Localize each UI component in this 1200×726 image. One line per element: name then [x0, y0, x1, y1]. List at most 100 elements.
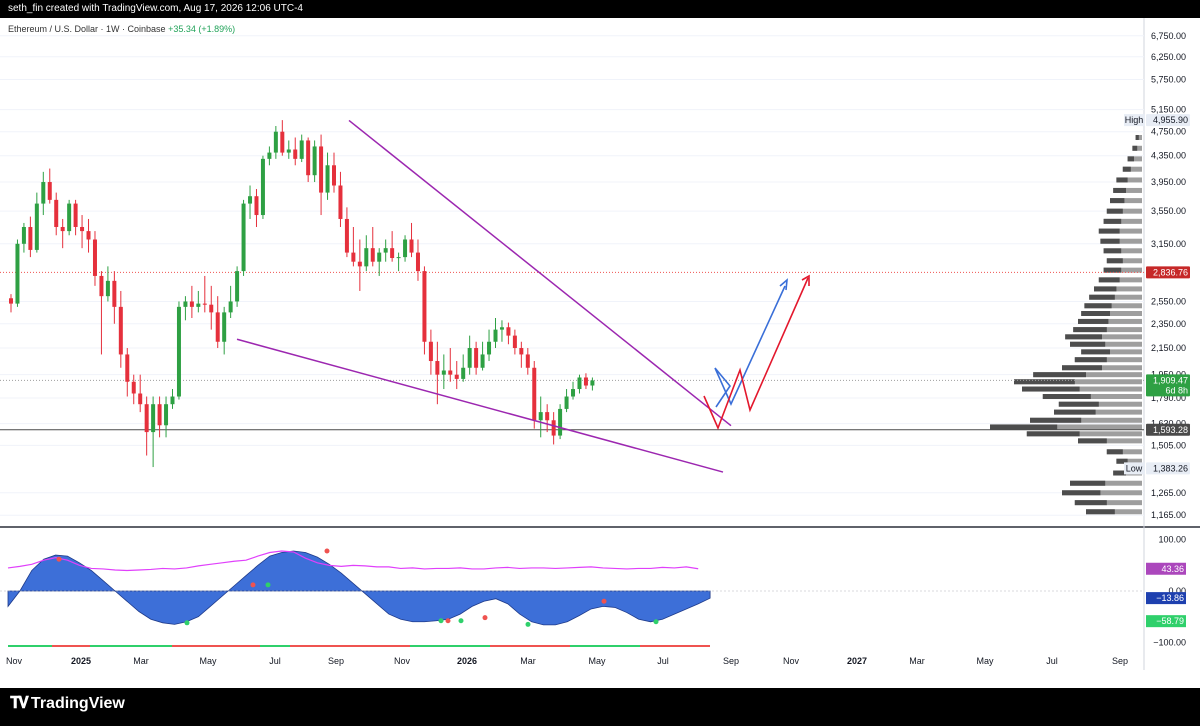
volume-profile-bar-dark [1074, 500, 1107, 506]
candle-body [73, 203, 78, 227]
candle-body [222, 312, 227, 342]
oscillator-trend-bar [570, 645, 640, 647]
oscillator-badge [1146, 615, 1186, 628]
price-tick-label: 1,790.00 [1151, 393, 1186, 403]
price-tick-label: 6,250.00 [1151, 52, 1186, 62]
price-badge [1146, 114, 1190, 127]
volume-profile-bar [1089, 294, 1142, 300]
price-badge-value: 1,909.47 [1153, 375, 1188, 385]
volume-profile-bar [1122, 166, 1142, 172]
volume-profile-bar-dark [1100, 238, 1120, 244]
price-badge-label: Low [1126, 463, 1143, 473]
candle-body [487, 341, 492, 355]
tradingview-brand[interactable]: 𝐓𝐕 TradingView [10, 695, 125, 713]
candle-body [248, 196, 253, 204]
volume-profile-bar-dark [1098, 228, 1120, 234]
volume-profile-bar-dark [1106, 449, 1123, 455]
candle-body [525, 354, 530, 368]
candle-body [260, 158, 265, 216]
candle-body [396, 257, 401, 259]
volume-profile-bar [1042, 394, 1142, 400]
candle-body [164, 404, 169, 426]
price-tick-label: 1,630.00 [1151, 419, 1186, 429]
candle-body [176, 306, 181, 397]
oscillator-signal-dot [445, 618, 451, 624]
volume-profile-bar-dark [1135, 135, 1139, 141]
candle-body [80, 226, 85, 232]
oscillator-trend-bar [90, 645, 172, 647]
price-tick-label: 3,950.00 [1151, 177, 1186, 187]
time-tick-label: May [588, 656, 606, 666]
oscillator-tick-label: −100.00 [1153, 637, 1186, 647]
volume-profile-bar [1033, 372, 1142, 378]
candle-body [422, 271, 427, 342]
volume-profile-bar-dark [1098, 277, 1120, 283]
volume-profile-bar-dark [1113, 187, 1126, 193]
oscillator-signal-line [7, 550, 699, 572]
candle-body [47, 182, 52, 200]
volume-profile-bar-dark [1103, 267, 1122, 273]
volume-profile-bar-dark [1116, 177, 1128, 183]
volume-profile-bar [1030, 417, 1142, 423]
candle-body [99, 275, 104, 297]
volume-profile-bar-dark [1062, 365, 1102, 371]
candle-body [138, 393, 143, 405]
volume-profile-bar-dark [1110, 198, 1125, 204]
candle-body [577, 377, 582, 390]
volume-profile-bar [1094, 286, 1142, 292]
price-tick-label: 6,750.00 [1151, 31, 1186, 41]
candle-body [157, 404, 162, 426]
volume-profile-bar [1084, 303, 1142, 309]
candle-body [519, 348, 524, 355]
volume-profile-bar [1070, 480, 1142, 486]
projection-arrow-red [801, 274, 810, 286]
candle-body [538, 412, 543, 421]
volume-profile-bar [1103, 248, 1142, 254]
volume-profile-bar [1098, 228, 1142, 234]
chart-svg[interactable]: 6,750.00 6,250.00 5,750.00 5,150.00 4,750.00… [0, 18, 1200, 688]
candle-body [299, 140, 304, 159]
candle-body [357, 261, 362, 267]
time-tick-label: Mar [133, 656, 149, 666]
candle-body [105, 280, 110, 297]
volume-profile-bar-dark [1078, 438, 1107, 444]
chart-area[interactable]: 6,750.00 6,250.00 5,750.00 5,150.00 4,750.00… [0, 18, 1200, 688]
candle-body [228, 301, 233, 313]
volume-profile-bar [1078, 438, 1142, 444]
volume-profile-bar-dark [1103, 218, 1122, 224]
candle-body [467, 348, 472, 368]
volume-profile-bar-dark [1122, 166, 1131, 172]
volume-profile-bar [1014, 379, 1142, 385]
candle-body [338, 185, 343, 219]
projection-path-red [703, 277, 809, 431]
oscillator-trend-bar [290, 645, 410, 647]
volume-profile-bar-dark [1033, 372, 1086, 378]
volume-profile-bar-dark [1081, 349, 1110, 355]
candle-body [571, 389, 576, 397]
candle-body [273, 131, 278, 153]
volume-profile-bar [1103, 267, 1142, 273]
oscillator-badge [1146, 562, 1186, 575]
candle-body [499, 327, 504, 330]
volume-profile-bar-dark [1058, 401, 1099, 407]
time-tick-label: Jul [269, 656, 281, 666]
volume-profile-bar-dark [1042, 394, 1091, 400]
candle-body [383, 248, 388, 253]
oscillator-signal-dot [438, 618, 444, 624]
price-badge [1146, 374, 1190, 397]
volume-profile-bar [1116, 177, 1142, 183]
volume-profile-bar-dark [1106, 208, 1123, 214]
candle-body [512, 335, 517, 349]
time-tick-label: 2027 [847, 656, 867, 666]
volume-profile-bar [1100, 238, 1142, 244]
candle-body [189, 301, 194, 307]
oscillator-signal-dot [250, 582, 256, 588]
volume-profile-bar-dark [1073, 327, 1107, 333]
time-tick-label: Jul [1046, 656, 1058, 666]
volume-profile-bar [1127, 156, 1142, 162]
price-badge-tag [1124, 462, 1145, 475]
wedge-upper-line [348, 119, 732, 427]
oscillator-tick-label: 100.00 [1158, 535, 1186, 545]
volume-profile-bar-dark [1054, 409, 1096, 415]
candle-body [60, 226, 65, 232]
